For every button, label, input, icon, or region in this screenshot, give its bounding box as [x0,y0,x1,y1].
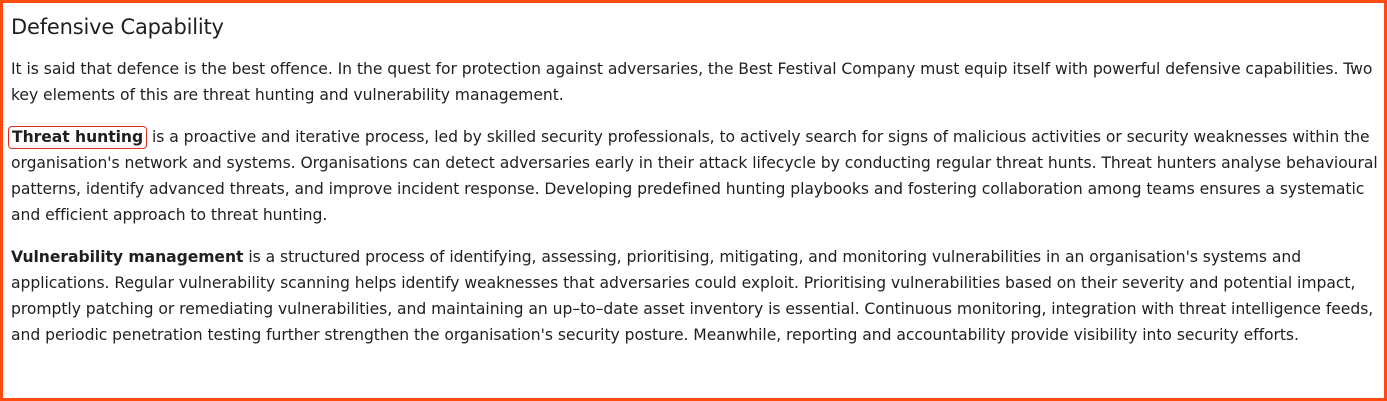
vulnerability-management-paragraph: Vulnerability management is a structured… [11,244,1381,348]
threat-hunting-highlight-box: Threat hunting [8,126,148,149]
article-section: Defensive Capability It is said that def… [8,10,1381,364]
threat-hunting-paragraph: Threat hunting is a proactive and iterat… [8,124,1381,228]
vulnerability-management-term: Vulnerability management [11,248,244,266]
section-title: Defensive Capability [11,15,224,39]
threat-hunting-body: is a proactive and iterative process, le… [11,128,1378,224]
vulnerability-management-body: is a structured process of identifying, … [11,248,1374,344]
threat-hunting-term: Threat hunting [12,128,144,146]
intro-paragraph: It is said that defence is the best offe… [11,60,1373,104]
